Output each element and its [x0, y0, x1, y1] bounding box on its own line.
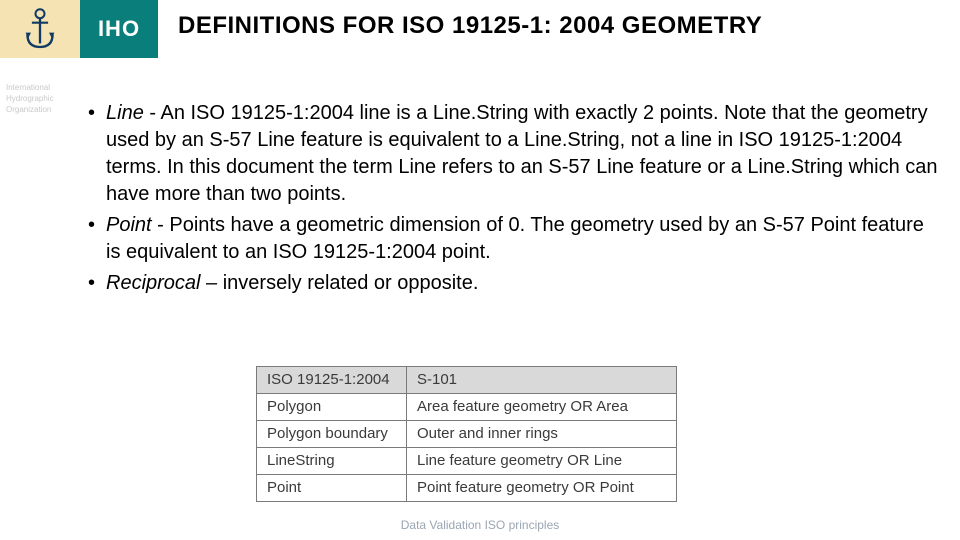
org-line: Organization [6, 104, 78, 115]
table-row: Polygon boundaryOuter and inner rings [257, 421, 677, 448]
table-cell: LineString [257, 448, 407, 475]
bullet-item: Point - Points have a geometric dimensio… [88, 212, 938, 266]
iho-crest [0, 0, 80, 58]
bullet-item: Line - An ISO 19125-1:2004 line is a Lin… [88, 100, 938, 208]
table-cell: Polygon [257, 394, 407, 421]
org-line: International [6, 82, 78, 93]
table-header-cell: ISO 19125-1:2004 [257, 367, 407, 394]
slide: IHO International Hydrographic Organizat… [0, 0, 960, 540]
slide-title: DEFINITIONS FOR ISO 19125-1: 2004 GEOMET… [178, 12, 762, 40]
bullet-term: Point [106, 214, 152, 236]
table-cell: Area feature geometry OR Area [407, 394, 677, 421]
table-row: PointPoint feature geometry OR Point [257, 475, 677, 502]
table-cell: Outer and inner rings [407, 421, 677, 448]
table-header-cell: S-101 [407, 367, 677, 394]
bullet-list: Line - An ISO 19125-1:2004 line is a Lin… [88, 100, 938, 301]
iho-abbrev: IHO [98, 16, 140, 42]
bullet-body: - Points have a geometric dimension of 0… [106, 214, 924, 263]
bullet-item: Reciprocal – inversely related or opposi… [88, 270, 938, 297]
table-cell: Polygon boundary [257, 421, 407, 448]
table-cell: Line feature geometry OR Line [407, 448, 677, 475]
table-cell: Point [257, 475, 407, 502]
geometry-table: ISO 19125-1:2004S-101PolygonArea feature… [256, 366, 677, 502]
table-row: PolygonArea feature geometry OR Area [257, 394, 677, 421]
slide-footer: Data Validation ISO principles [0, 518, 960, 532]
table-cell: Point feature geometry OR Point [407, 475, 677, 502]
anchor-icon [22, 7, 58, 51]
org-line: Hydrographic [6, 93, 78, 104]
bullet-body: – inversely related or opposite. [200, 272, 478, 294]
geometry-table-wrap: ISO 19125-1:2004S-101PolygonArea feature… [256, 366, 677, 502]
logo-column [0, 0, 80, 58]
bullet-body: - An ISO 19125-1:2004 line is a Line.Str… [106, 102, 938, 205]
org-name: International Hydrographic Organization [0, 82, 78, 115]
table-row: LineStringLine feature geometry OR Line [257, 448, 677, 475]
bullet-term: Line [106, 102, 144, 124]
bullet-term: Reciprocal [106, 272, 200, 294]
iho-abbrev-bar: IHO [80, 0, 158, 58]
